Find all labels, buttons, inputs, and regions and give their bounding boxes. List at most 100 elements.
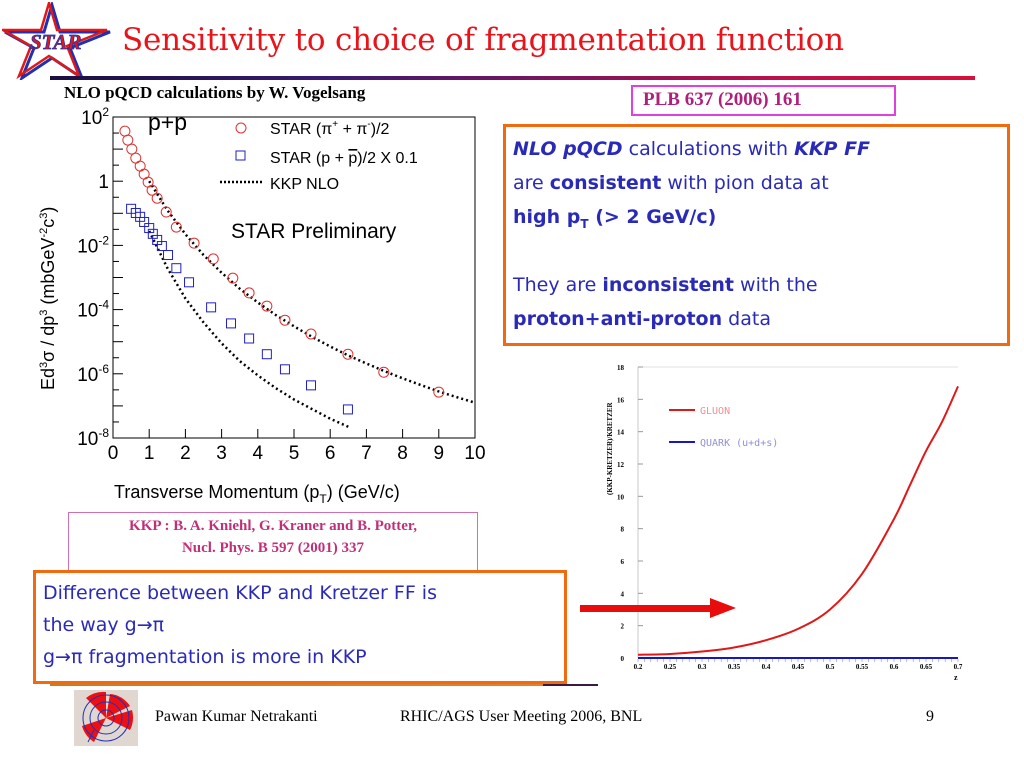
y-tick-label: 4 [621,590,625,598]
x-tick-label: 0.35 [728,663,741,671]
conclusion-text: with the [733,274,818,296]
proton-data-point [261,349,272,360]
kkp-reference-line-2: Nucl. Phys. B 597 (2001) 337 [181,540,365,556]
conclusion-text: They are [513,274,603,296]
proton-data-point [244,333,255,344]
y-tick-label: 6 [621,558,625,566]
plot-subtitle: NLO pQCD calculations by W. Vogelsang [64,83,366,102]
x-tick-label: 0.45 [792,663,805,671]
proton-antiproton-text: proton+anti-proton [513,308,723,330]
y-tick-label: 2 [621,623,625,631]
proton-data-point [139,216,150,227]
kkp-nlo-curve-proton [148,230,349,428]
x-tick-label: 0.6 [890,663,899,671]
pion-data-point [119,125,131,137]
y-tick-label: 12 [617,461,625,469]
x-tick-label: 0.25 [664,663,677,671]
x-axis-title: Transverse Momentum (pT) (GeV/c) [114,482,400,506]
kkp-ff-text: KKP FF [794,138,871,160]
star-logo-outline [2,2,108,80]
y-tick-label: 10-4 [77,298,109,322]
y-axis-title: (KKP-KRETZER)/KRETZER [606,401,614,495]
reference-text: PLB 637 (2006) 161 [643,89,802,110]
star-logo: STAR [2,2,111,80]
kkp-reference-box [68,512,478,572]
inconsistent-text: inconsistent [602,274,734,296]
proton-data-point [144,223,155,234]
legend-marker-proton [235,150,246,161]
x-tick-label: 0.3 [698,663,707,671]
footer-divider [50,684,598,686]
x-tick-label: 9 [434,443,445,464]
rhic-logo [74,690,138,746]
y-tick-label: 10-2 [77,233,109,257]
y-tick-label: 10-6 [77,362,109,386]
nlo-pqcd-text: NLO pQCD [513,138,623,160]
pion-data-point [342,348,354,360]
pion-data-point [305,328,317,340]
proton-data-point [279,364,290,375]
slide-title: Sensitivity to choice of fragmentation f… [122,22,844,58]
kkp-reference-line-1: KKP : B. A. Kniehl, G. Kraner and B. Pot… [129,518,417,534]
x-tick-label: 3 [216,443,227,464]
x-tick-label: 10 [464,443,485,464]
x-tick-label: 4 [253,443,264,464]
pion-data-point [160,206,172,218]
y-tick-label: 0 [621,655,625,663]
y-tick-label: 18 [617,364,625,372]
x-tick-label: 8 [397,443,408,464]
pion-data-point [188,237,200,249]
footer-meeting: RHIC/AGS User Meeting 2006, BNL [400,708,643,725]
pion-data-point [170,221,182,233]
x-axis-title: z [954,673,958,682]
conclusion-line-2: are consistent with pion data at [513,172,829,194]
legend-label-gluon: GLUON [700,406,730,417]
x-tick-label: 0.55 [856,663,869,671]
pion-data-point [378,366,390,378]
footer-author: Pawan Kumar Netrakanti [155,708,318,725]
page-number: 9 [926,708,934,725]
difference-box [33,570,567,684]
y-tick-label: 8 [621,526,625,534]
x-tick-label: 6 [325,443,336,464]
y-tick-label: 14 [617,429,625,437]
legend-marker-pion [235,122,247,134]
conclusion-line-1: NLO pQCD calculations with KKP FF [513,138,870,160]
difference-line-3: g→π fragmentation is more in KKP [43,646,367,668]
y-tick-label: 1 [98,172,109,193]
x-tick-label: 2 [180,443,191,464]
pion-data-point [122,134,134,146]
legend-label-quark: QUARK (u+d+s) [700,438,778,449]
red-arrow-icon [580,598,736,618]
y-tick-label: 10-8 [77,426,109,450]
gluon-curve [637,385,959,656]
proton-data-point [342,404,353,415]
proton-data-point [135,211,146,222]
conclusion-line-4: They are inconsistent with the [513,274,818,296]
pion-data-point [243,287,255,299]
x-tick-label: 0 [108,443,119,464]
pion-data-point [146,184,158,196]
pion-data-point [151,192,163,204]
pion-data-point [126,143,138,155]
x-tick-label: 1 [144,443,155,464]
x-tick-label: 0.65 [920,663,933,671]
legend-label-proton: STAR (p + p)/2 X 0.1 [270,150,418,167]
spectra-chart: 0 1 2 3 4 5 6 7 8 9 10 102 1 10-2 10-4 10-6 10-8 p+p STA… [38,105,486,506]
x-tick-label: 0.2 [634,663,643,671]
y-axis-title: Ed3σ / dp3 (mbGeV-2c3) [38,207,58,390]
proton-data-point [206,302,217,313]
proton-data-point [184,277,195,288]
conclusion-line-3: high pT (> 2 GeV/c) [513,206,716,231]
y-tick-label: 16 [617,396,625,404]
pion-data-point [261,300,273,312]
star-logo-text: STAR [30,30,81,54]
system-label: p+p [148,109,187,135]
legend-label-pion: STAR (π+ + π-)/2 [270,119,390,138]
conclusion-text: are [513,172,550,194]
difference-line-1: Difference between KKP and Kretzer FF is [43,582,437,604]
watermark-preliminary: STAR Preliminary [231,220,397,243]
conclusion-line-5: proton+anti-proton data [513,308,771,330]
proton-data-point [156,241,167,252]
x-tick-label: 0.5 [826,663,835,671]
